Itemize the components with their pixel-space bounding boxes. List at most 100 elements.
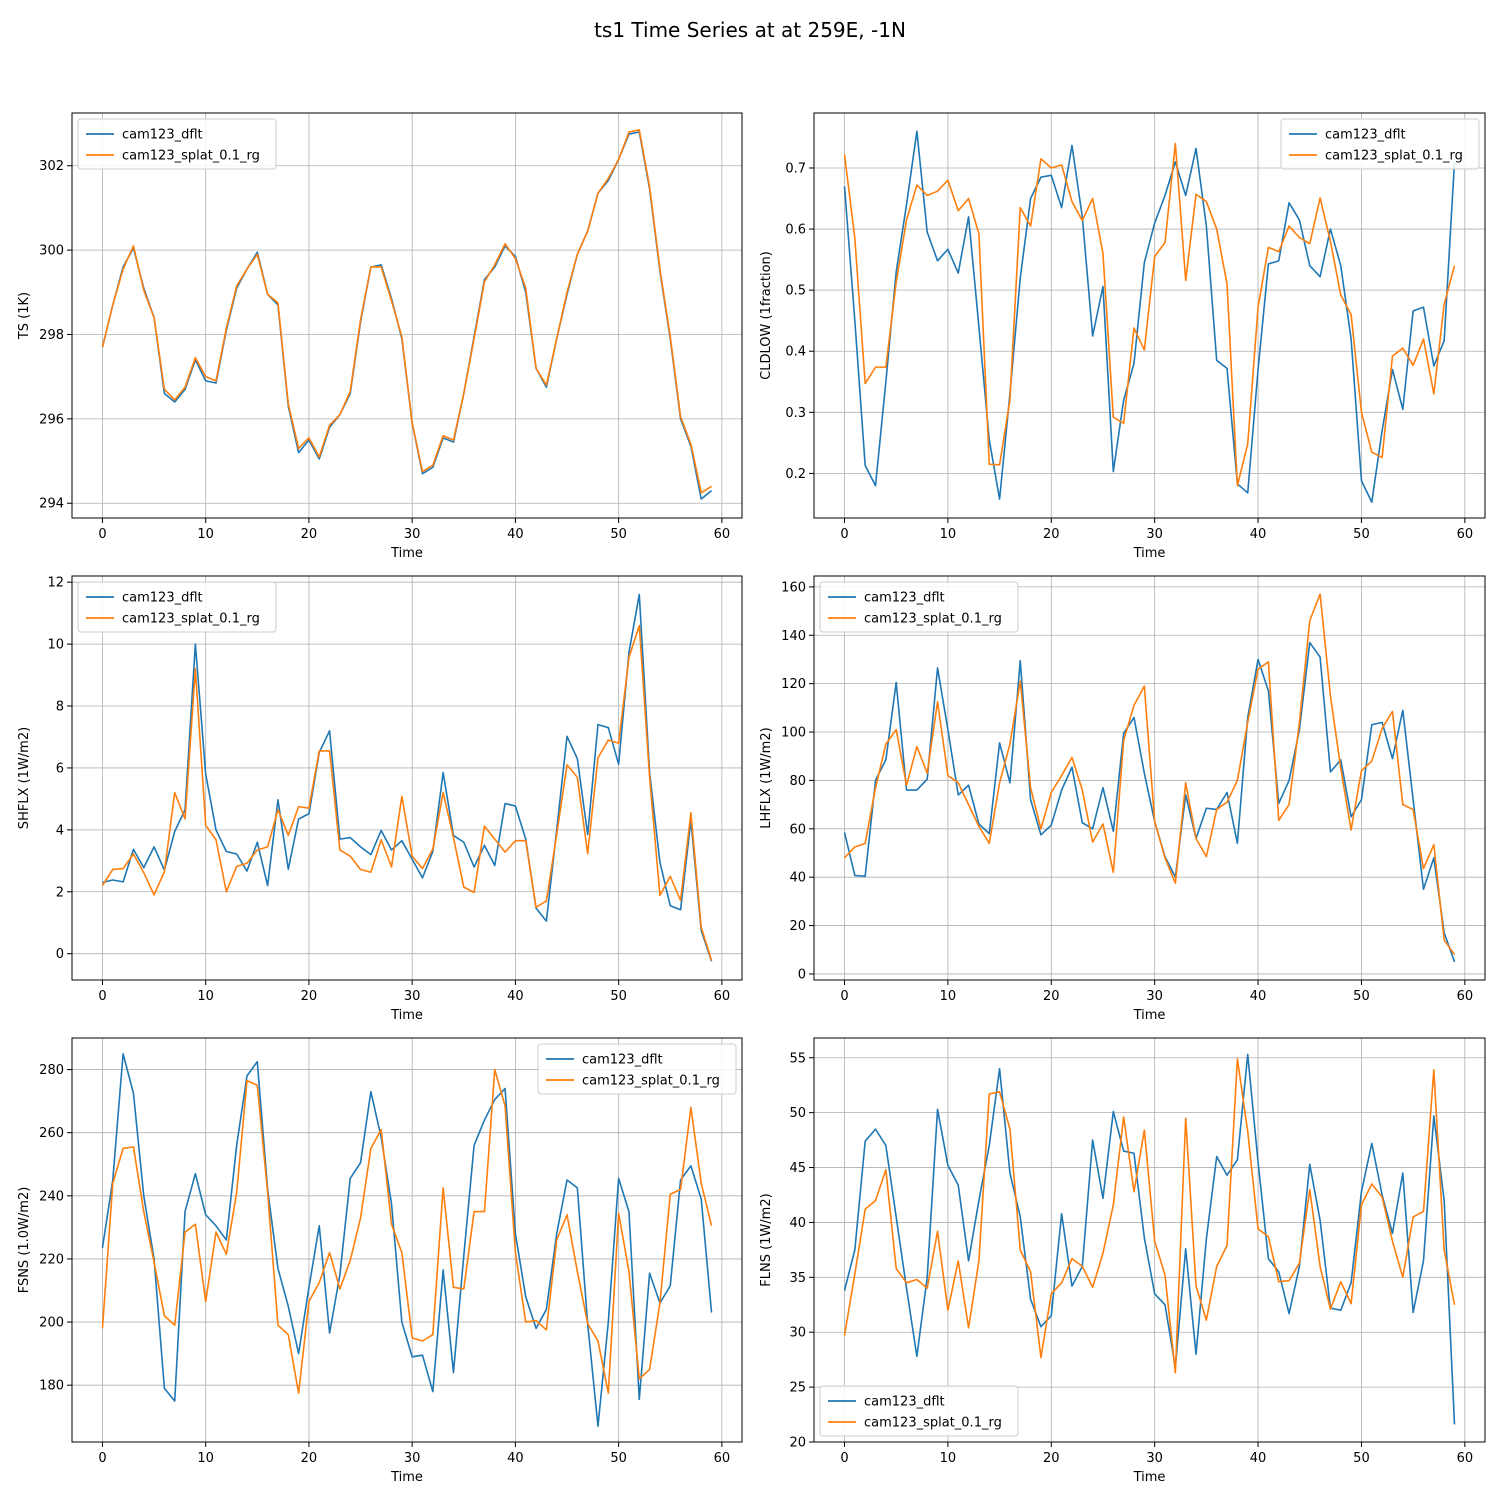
x-axis-label: Time bbox=[390, 546, 423, 561]
y-tick-label: 0 bbox=[56, 947, 64, 962]
series-line-cam123_splat_0.1_rg bbox=[843, 1058, 1456, 1374]
x-tick-label: 60 bbox=[714, 527, 731, 542]
y-tick-label: 8 bbox=[56, 700, 64, 715]
legend-entry: cam123_dflt bbox=[864, 591, 945, 606]
y-tick-label: 10 bbox=[47, 638, 64, 653]
series-line-cam123_splat_0.1_rg bbox=[101, 624, 713, 961]
x-tick-label: 60 bbox=[1457, 989, 1474, 1004]
series-line-cam123_splat_0.1_rg bbox=[101, 129, 712, 494]
x-tick-label: 50 bbox=[1353, 527, 1370, 542]
y-tick-label: 160 bbox=[781, 580, 806, 595]
legend-entry: cam123_splat_0.1_rg bbox=[582, 1074, 720, 1089]
y-axis-label: FLNS (1W/m2) bbox=[759, 1193, 774, 1286]
legend-entry: cam123_splat_0.1_rg bbox=[1325, 149, 1463, 164]
legend-box bbox=[819, 1385, 1019, 1437]
x-tick-label: 50 bbox=[1353, 1451, 1370, 1466]
y-tick-label: 30 bbox=[789, 1326, 806, 1341]
x-tick-label: 50 bbox=[1353, 989, 1370, 1004]
legend: cam123_dflt cam123_splat_0.1_rg bbox=[77, 118, 277, 170]
figure-title: ts1 Time Series at at 259E, -1N bbox=[594, 18, 906, 42]
x-tick-label: 40 bbox=[1250, 989, 1267, 1004]
axes-frame bbox=[71, 112, 743, 519]
y-tick-label: 220 bbox=[39, 1252, 64, 1267]
series-line-cam123_dflt bbox=[843, 641, 1456, 963]
y-tick-label: 120 bbox=[781, 677, 806, 692]
legend: cam123_dflt cam123_splat_0.1_rg bbox=[77, 581, 277, 633]
legend-entry: cam123_dflt bbox=[122, 591, 203, 606]
y-tick-label: 200 bbox=[39, 1316, 64, 1331]
axes-frame bbox=[813, 1037, 1486, 1443]
legend-box bbox=[1280, 118, 1480, 170]
x-tick-label: 40 bbox=[507, 1451, 524, 1466]
x-tick-label: 30 bbox=[404, 1451, 421, 1466]
y-tick-label: 40 bbox=[789, 1216, 806, 1231]
subplot-5: 0 10 20 30 40 50 60 180 200 220 240 260 280 Time FSNS … bbox=[17, 1037, 743, 1485]
subplot-2: 0 10 20 30 40 50 60 0.2 0.3 0.4 0.5 0.6 0.7 Time CLDLO… bbox=[759, 112, 1486, 561]
axes-frame bbox=[813, 112, 1486, 519]
x-tick-label: 60 bbox=[714, 989, 731, 1004]
x-tick-label: 40 bbox=[1250, 1451, 1267, 1466]
legend-entry: cam123_dflt bbox=[864, 1395, 945, 1410]
legend-entry: cam123_dflt bbox=[1325, 128, 1406, 143]
legend-box bbox=[537, 1043, 737, 1095]
x-tick-label: 30 bbox=[404, 989, 421, 1004]
y-tick-label: 12 bbox=[47, 576, 64, 591]
y-tick-label: 35 bbox=[789, 1271, 806, 1286]
axes-frame bbox=[71, 575, 743, 981]
x-tick-label: 10 bbox=[197, 1451, 214, 1466]
x-tick-label: 0 bbox=[98, 989, 106, 1004]
y-tick-label: 25 bbox=[789, 1381, 806, 1396]
axes-frame bbox=[813, 575, 1486, 981]
x-tick-label: 0 bbox=[840, 989, 848, 1004]
y-tick-label: 296 bbox=[39, 412, 64, 427]
x-tick-label: 0 bbox=[840, 527, 848, 542]
y-tick-label: 0.6 bbox=[785, 223, 806, 238]
x-tick-label: 10 bbox=[197, 527, 214, 542]
subplot-1: 0 10 20 30 40 50 60 294 296 298 300 302 Time TS (1K) c… bbox=[17, 112, 743, 561]
x-axis-label: Time bbox=[1133, 1008, 1166, 1023]
series-line-cam123_splat_0.1_rg bbox=[101, 1068, 713, 1394]
x-axis-label: Time bbox=[1133, 546, 1166, 561]
y-tick-label: 20 bbox=[789, 919, 806, 934]
x-tick-label: 40 bbox=[507, 527, 524, 542]
y-tick-label: 0.3 bbox=[785, 406, 806, 421]
legend-entry: cam123_splat_0.1_rg bbox=[864, 1416, 1002, 1431]
series-line-cam123_dflt bbox=[843, 130, 1456, 503]
y-tick-label: 40 bbox=[789, 871, 806, 886]
legend-entry: cam123_splat_0.1_rg bbox=[122, 612, 260, 627]
y-tick-label: 0.7 bbox=[785, 161, 806, 176]
y-tick-label: 280 bbox=[39, 1063, 64, 1078]
y-tick-label: 45 bbox=[789, 1161, 806, 1176]
subplot-3: 0 10 20 30 40 50 60 0 2 4 6 8 10 12 Time SHFLX (1W/m2) c… bbox=[17, 575, 743, 1023]
y-tick-label: 0.2 bbox=[785, 467, 806, 482]
y-axis-label: FSNS (1.0W/m2) bbox=[17, 1187, 32, 1294]
y-tick-label: 60 bbox=[789, 822, 806, 837]
x-tick-label: 30 bbox=[1146, 1451, 1163, 1466]
legend: cam123_dflt cam123_splat_0.1_rg bbox=[1280, 118, 1480, 170]
x-tick-label: 60 bbox=[714, 1451, 731, 1466]
legend-entry: cam123_splat_0.1_rg bbox=[122, 149, 260, 164]
y-tick-label: 302 bbox=[39, 159, 64, 174]
legend-box bbox=[77, 118, 277, 170]
x-tick-label: 50 bbox=[610, 527, 627, 542]
x-axis-label: Time bbox=[390, 1470, 423, 1485]
x-tick-label: 30 bbox=[1146, 527, 1163, 542]
legend-entry: cam123_dflt bbox=[582, 1053, 663, 1068]
x-tick-label: 0 bbox=[840, 1451, 848, 1466]
legend: cam123_dflt cam123_splat_0.1_rg bbox=[819, 581, 1019, 633]
y-tick-label: 55 bbox=[789, 1051, 806, 1066]
y-tick-label: 20 bbox=[789, 1436, 806, 1451]
y-tick-label: 294 bbox=[39, 497, 64, 512]
y-tick-label: 0 bbox=[798, 967, 806, 982]
series-line-cam123_dflt bbox=[102, 593, 713, 962]
y-tick-label: 180 bbox=[39, 1379, 64, 1394]
x-tick-label: 50 bbox=[610, 989, 627, 1004]
x-tick-label: 30 bbox=[404, 527, 421, 542]
y-tick-label: 0.5 bbox=[785, 284, 806, 299]
x-tick-label: 30 bbox=[1146, 989, 1163, 1004]
x-tick-label: 20 bbox=[301, 989, 318, 1004]
series-line-cam123_splat_0.1_rg bbox=[843, 142, 1456, 487]
y-tick-label: 240 bbox=[39, 1189, 64, 1204]
